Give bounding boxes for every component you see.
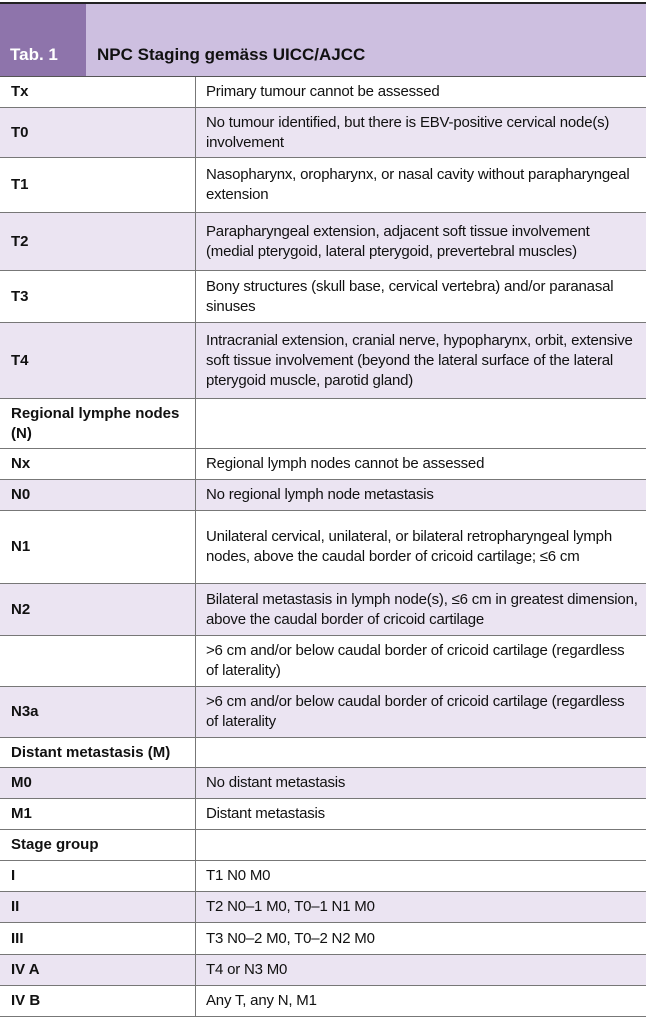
table-row: N3a >6 cm and/or below caudal border of c… bbox=[0, 687, 646, 738]
table-row: T4 Intracranial extension, cranial nerve,… bbox=[0, 323, 646, 399]
stage-description: Bony structures (skull base, cervical ve… bbox=[206, 277, 614, 315]
stage-label: Regional lymphe nodes (N) bbox=[0, 399, 196, 448]
table-row: >6 cm and/or below caudal border of cric… bbox=[0, 636, 646, 687]
stage-description: T3 N0–2 M0, T0–2 N2 M0 bbox=[206, 929, 375, 947]
table-row: II T2 N0–1 M0, T0–1 N1 M0 bbox=[0, 892, 646, 923]
table-row: T3 Bony structures (skull base, cervical … bbox=[0, 271, 646, 323]
stage-label: Nx bbox=[0, 449, 196, 479]
stage-description: Unilateral cervical, unilateral, or bila… bbox=[206, 528, 612, 565]
table-title: NPC Staging gemäss UICC/AJCC bbox=[97, 45, 366, 64]
table-row: I T1 N0 M0 bbox=[0, 861, 646, 892]
stage-description: T1 N0 M0 bbox=[206, 867, 271, 884]
stage-description: Primary tumour cannot be assessed bbox=[206, 83, 440, 100]
tab-label: Tab. 1 bbox=[0, 4, 86, 77]
stage-description: No distant metastasis bbox=[206, 774, 346, 791]
stage-label: II bbox=[0, 892, 196, 922]
stage-label: IV B bbox=[0, 986, 196, 1016]
stage-label: T0 bbox=[0, 108, 196, 157]
table-row: T2 Parapharyngeal extension, adjacent sof… bbox=[0, 213, 646, 271]
table-row: N1 Unilateral cervical, unilateral, or bi… bbox=[0, 511, 646, 584]
stage-description: >6 cm and/or below caudal border of cric… bbox=[206, 642, 625, 679]
stage-label: N2 bbox=[0, 584, 196, 635]
stage-description: Parapharyngeal extension, adjacent soft … bbox=[206, 222, 590, 260]
stage-label: Tx bbox=[0, 77, 196, 107]
stage-description bbox=[196, 399, 646, 448]
stage-label: M0 bbox=[0, 768, 196, 798]
stage-description: Nasopharynx, oropharynx, or nasal cavity… bbox=[206, 166, 630, 203]
stage-description bbox=[196, 830, 646, 860]
stage-label: Stage group bbox=[0, 830, 196, 860]
stage-label: T1 bbox=[0, 158, 196, 212]
stage-description: No regional lymph node metastasis bbox=[206, 486, 434, 503]
table-row: Nx Regional lymph nodes cannot be assesse… bbox=[0, 449, 646, 480]
stage-description: No tumour identified, but there is EBV-p… bbox=[206, 113, 610, 151]
stage-label: M1 bbox=[0, 799, 196, 829]
table-row: IV A T4 or N3 M0 bbox=[0, 955, 646, 986]
table-row: Stage group bbox=[0, 830, 646, 861]
stage-description: Distant metastasis bbox=[206, 805, 325, 822]
table-row: Tx Primary tumour cannot be assessed bbox=[0, 77, 646, 108]
table-row: N2 Bilateral metastasis in lymph node(s),… bbox=[0, 584, 646, 636]
stage-description: T4 or N3 M0 bbox=[206, 961, 288, 978]
stage-label: T3 bbox=[0, 271, 196, 322]
stage-label: I bbox=[0, 861, 196, 891]
table-row: T0 No tumour identified, but there is EBV… bbox=[0, 108, 646, 158]
stage-label: N1 bbox=[0, 511, 196, 583]
stage-description: Any T, any N, M1 bbox=[206, 992, 317, 1009]
table-row: N0 No regional lymph node metastasis bbox=[0, 480, 646, 511]
table-row: T1 Nasopharynx, oropharynx, or nasal cavi… bbox=[0, 158, 646, 213]
table-row: M0 No distant metastasis bbox=[0, 768, 646, 799]
stage-description bbox=[196, 738, 646, 767]
table-row: III T3 N0–2 M0, T0–2 N2 M0 bbox=[0, 923, 646, 955]
table-row: Distant metastasis (M) bbox=[0, 738, 646, 768]
stage-description: Regional lymph nodes cannot be assessed bbox=[206, 455, 485, 472]
stage-label: T4 bbox=[0, 323, 196, 398]
stage-label: T2 bbox=[0, 213, 196, 270]
stage-label: IV A bbox=[0, 955, 196, 985]
stage-label: III bbox=[0, 923, 196, 954]
stage-description: Bilateral metastasis in lymph node(s), ≤… bbox=[206, 590, 638, 628]
table-header: Tab. 1 NPC Staging gemäss UICC/AJCC bbox=[0, 2, 646, 77]
stage-description: T2 N0–1 M0, T0–1 N1 M0 bbox=[206, 898, 375, 915]
stage-label: N3a bbox=[0, 687, 196, 737]
stage-label bbox=[0, 636, 196, 686]
table-row: IV B Any T, any N, M1 bbox=[0, 986, 646, 1017]
stage-description: Intracranial extension, cranial nerve, h… bbox=[206, 331, 633, 389]
stage-label: Distant metastasis (M) bbox=[0, 738, 196, 767]
stage-description: >6 cm and/or below caudal border of cric… bbox=[206, 693, 625, 730]
staging-table: Tx Primary tumour cannot be assessed T0 No … bbox=[0, 76, 646, 1017]
table-row: M1 Distant metastasis bbox=[0, 799, 646, 830]
table-row: Regional lymphe nodes (N) bbox=[0, 399, 646, 449]
stage-label: N0 bbox=[0, 480, 196, 510]
